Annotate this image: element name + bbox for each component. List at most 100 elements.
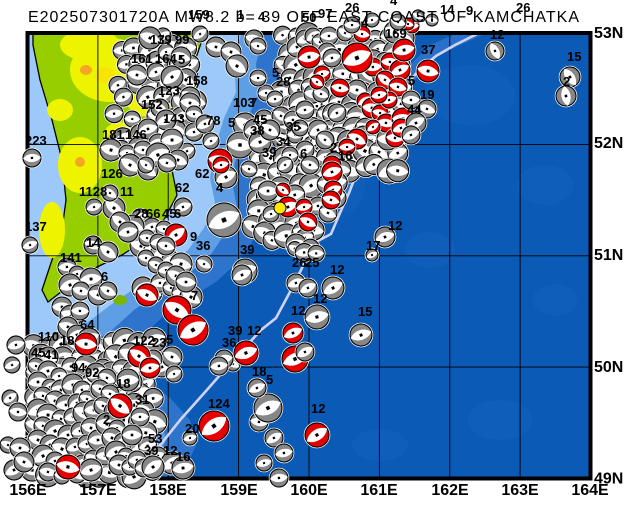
svg-text:5: 5 (166, 332, 173, 347)
svg-text:18: 18 (60, 333, 74, 348)
svg-text:11: 11 (120, 184, 134, 199)
svg-text:2: 2 (563, 74, 570, 89)
svg-text:36: 36 (222, 335, 236, 350)
svg-text:28: 28 (134, 206, 148, 221)
svg-text:28: 28 (276, 74, 290, 89)
svg-text:78: 78 (206, 113, 220, 128)
svg-text:5: 5 (272, 65, 279, 80)
svg-text:161: 161 (131, 51, 153, 66)
svg-text:123: 123 (158, 83, 180, 98)
svg-text:15: 15 (358, 304, 372, 319)
svg-text:112: 112 (79, 184, 100, 199)
svg-text:50: 50 (302, 10, 316, 25)
svg-text:161E: 161E (360, 482, 398, 499)
svg-text:159E: 159E (220, 482, 258, 499)
svg-text:143: 143 (163, 111, 185, 126)
svg-text:6: 6 (101, 269, 108, 284)
svg-text:18: 18 (252, 364, 266, 379)
svg-text:37: 37 (421, 42, 435, 57)
svg-text:26: 26 (292, 255, 306, 270)
svg-text:223: 223 (25, 133, 47, 148)
svg-text:2: 2 (330, 140, 337, 155)
svg-text:16: 16 (176, 449, 190, 464)
svg-text:146: 146 (125, 127, 147, 142)
svg-text:97: 97 (318, 6, 332, 21)
svg-text:35: 35 (286, 119, 300, 134)
svg-text:9: 9 (466, 3, 473, 18)
svg-text:14: 14 (86, 235, 101, 250)
svg-text:39: 39 (228, 323, 242, 338)
svg-text:99: 99 (175, 32, 189, 47)
svg-text:50N: 50N (594, 359, 623, 376)
svg-text:5: 5 (408, 73, 415, 88)
svg-text:4: 4 (361, 15, 369, 30)
svg-text:92: 92 (85, 365, 99, 380)
svg-text:158: 158 (186, 73, 208, 88)
svg-text:141: 141 (60, 250, 82, 265)
svg-text:5: 5 (266, 372, 273, 387)
svg-text:14: 14 (440, 2, 455, 17)
svg-text:45: 45 (31, 345, 45, 360)
svg-text:139: 139 (150, 32, 172, 47)
svg-text:66: 66 (146, 206, 160, 221)
svg-text:156E: 156E (9, 482, 47, 499)
svg-text:44: 44 (407, 102, 422, 117)
svg-text:62: 62 (195, 166, 209, 181)
svg-text:9: 9 (190, 229, 197, 244)
svg-text:39: 39 (240, 242, 254, 257)
svg-text:31: 31 (135, 392, 149, 407)
svg-text:34: 34 (276, 134, 291, 149)
svg-text:163E: 163E (501, 482, 539, 499)
svg-text:16: 16 (338, 148, 352, 163)
svg-text:12: 12 (291, 303, 305, 318)
svg-text:12: 12 (388, 218, 402, 233)
svg-text:12: 12 (490, 27, 504, 42)
svg-text:26: 26 (516, 0, 530, 15)
svg-text:39: 39 (144, 443, 158, 458)
svg-text:45: 45 (162, 206, 176, 221)
svg-text:152: 152 (141, 97, 163, 112)
svg-text:4: 4 (390, 0, 398, 8)
svg-text:38: 38 (250, 123, 264, 138)
svg-text:52N: 52N (594, 135, 623, 152)
svg-text:12: 12 (247, 323, 261, 338)
svg-text:64: 64 (80, 317, 95, 332)
svg-text:8: 8 (100, 184, 107, 199)
svg-text:6: 6 (300, 146, 307, 161)
svg-text:15: 15 (567, 49, 581, 64)
svg-text:19: 19 (420, 87, 434, 102)
svg-text:159: 159 (188, 7, 210, 22)
svg-text:5: 5 (178, 52, 185, 67)
svg-text:1: 1 (237, 7, 244, 22)
svg-text:E202507301720A MW8.2 b= 39 OFF: E202507301720A MW8.2 b= 39 OFF EAST COAS… (28, 9, 579, 26)
svg-text:51N: 51N (594, 247, 623, 264)
svg-text:23: 23 (152, 335, 166, 350)
svg-text:158E: 158E (149, 482, 187, 499)
svg-text:122: 122 (133, 333, 155, 348)
svg-text:12: 12 (163, 443, 177, 458)
svg-text:4: 4 (258, 9, 266, 24)
svg-text:18: 18 (116, 376, 130, 391)
svg-text:49N: 49N (594, 471, 623, 488)
svg-text:6: 6 (174, 206, 181, 221)
svg-text:126: 126 (101, 166, 123, 181)
svg-text:45: 45 (253, 112, 267, 127)
svg-text:39: 39 (262, 145, 276, 160)
svg-text:164: 164 (155, 51, 177, 66)
svg-text:181: 181 (102, 127, 124, 142)
svg-text:103: 103 (233, 95, 255, 110)
svg-text:36: 36 (196, 238, 210, 253)
svg-text:157E: 157E (79, 482, 117, 499)
svg-text:12: 12 (311, 401, 325, 416)
svg-text:124: 124 (208, 396, 230, 411)
svg-text:53N: 53N (594, 25, 623, 42)
svg-text:20: 20 (185, 421, 199, 436)
svg-text:160E: 160E (290, 482, 328, 499)
svg-text:164E: 164E (571, 482, 609, 499)
svg-text:162E: 162E (431, 482, 469, 499)
svg-text:17: 17 (366, 238, 380, 253)
svg-text:5: 5 (228, 115, 235, 130)
svg-text:62: 62 (175, 180, 189, 195)
svg-text:137: 137 (25, 219, 47, 234)
svg-text:94: 94 (71, 360, 86, 375)
